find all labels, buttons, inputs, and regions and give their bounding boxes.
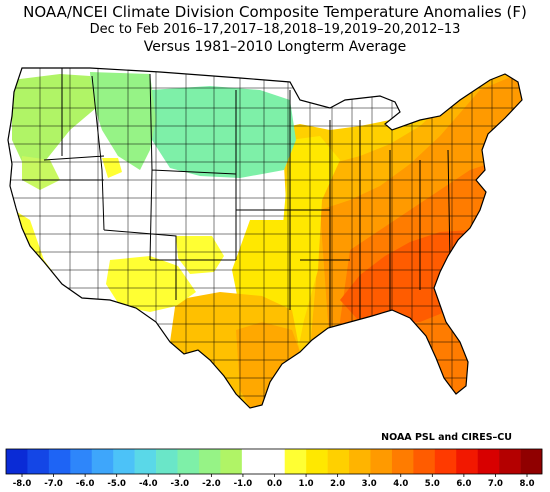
color-scale-tick-label: -1.0 [234, 479, 253, 489]
color-swatch [91, 449, 114, 474]
color-swatch [113, 449, 135, 474]
color-swatch [134, 449, 157, 474]
color-swatch [413, 449, 436, 474]
color-scale-tick-label: 1.0 [299, 479, 314, 489]
color-swatch [263, 449, 286, 474]
color-swatch [306, 449, 328, 474]
map-title: NOAA/NCEI Climate Division Composite Tem… [23, 3, 527, 21]
map-subtitle-baseline: Versus 1981–2010 Longterm Average [143, 39, 407, 55]
color-swatch [70, 449, 93, 474]
color-swatch [391, 449, 414, 474]
color-scale-tick-label: 8.0 [519, 479, 534, 489]
color-scale-tick-label: 7.0 [488, 479, 503, 489]
color-scale-ticks: -8.0 -7.0 -6.0 -5.0 -4.0 -3.0 -2.0 -1.0 0.0 1.0 2.… [13, 474, 535, 489]
color-scale-tick-label: -5.0 [107, 479, 126, 489]
color-swatch [477, 449, 500, 474]
color-scale-tick-label: 0.0 [267, 479, 282, 489]
color-swatch [220, 449, 243, 474]
color-swatch [349, 449, 371, 474]
color-swatch [241, 449, 264, 474]
color-scale-bar: -8.0 -7.0 -6.0 -5.0 -4.0 -3.0 -2.0 -1.0 0.0 1.0 2.… [5, 448, 543, 489]
color-swatch [6, 449, 28, 474]
color-swatch [156, 449, 178, 474]
color-swatch [327, 449, 350, 474]
color-swatch [499, 449, 521, 474]
color-scale-tick-label: -3.0 [171, 479, 190, 489]
color-scale-tick-label: -8.0 [13, 479, 32, 489]
color-scale-tick-label: 5.0 [425, 479, 440, 489]
map-subtitle-period: Dec to Feb 2016–17,2017–18,2018–19,2019–… [89, 22, 461, 37]
color-swatch [177, 449, 200, 474]
color-swatch [284, 449, 307, 474]
color-swatch [434, 449, 457, 474]
color-scale-tick-label: 4.0 [393, 479, 408, 489]
color-scale-tick-label: -6.0 [76, 479, 95, 489]
color-scale-frame [5, 448, 543, 475]
color-swatch [520, 449, 543, 474]
color-swatch [370, 449, 393, 474]
color-scale-tick-label: 2.0 [330, 479, 345, 489]
credit-label: NOAA PSL and CIRES–CU [381, 432, 512, 443]
color-scale-tick-label: -7.0 [44, 479, 63, 489]
color-swatch [456, 449, 478, 474]
us-climate-division-map [7, 67, 523, 409]
color-scale-tick-label: -4.0 [139, 479, 158, 489]
color-swatch [27, 449, 50, 474]
color-scale-tick-label: -2.0 [202, 479, 221, 489]
color-scale-swatches [5, 448, 543, 475]
color-scale-tick-label: 3.0 [362, 479, 377, 489]
state-boundaries [22, 68, 451, 330]
color-swatch [48, 449, 71, 474]
color-scale-tick-label: 6.0 [456, 479, 471, 489]
color-swatch [198, 449, 221, 474]
